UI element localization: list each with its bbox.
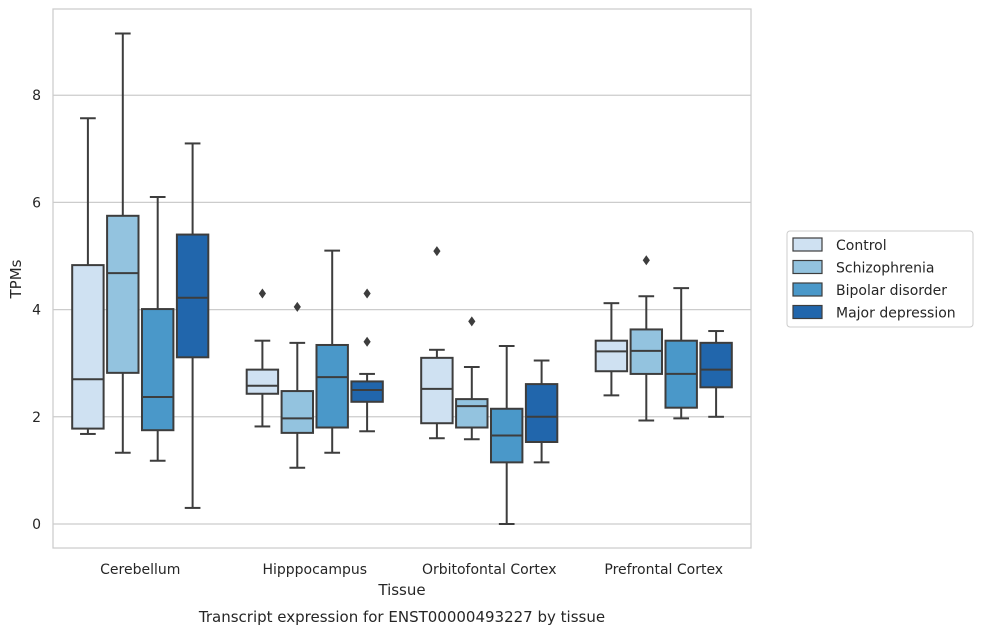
box-3-0 — [594, 302, 629, 397]
box-iqr — [140, 308, 175, 432]
outlier-point — [258, 288, 266, 299]
box-2-0 — [420, 246, 454, 440]
legend-label: Control — [836, 238, 887, 254]
box-iqr — [699, 341, 733, 389]
box-iqr — [350, 380, 384, 403]
box-1-0 — [245, 288, 280, 428]
y-tick-label: 4 — [32, 303, 41, 319]
box-3-3 — [699, 330, 733, 418]
box-0-3 — [175, 142, 210, 509]
legend: Control Schizophrenia Bipolar disorder Majo… — [786, 230, 974, 328]
x-tick-label: Cerebellum — [100, 562, 180, 578]
outlier-point — [433, 246, 441, 257]
legend-swatch — [792, 259, 823, 275]
outlier-point — [468, 316, 476, 327]
x-tick-label: Prefrontal Cortex — [604, 562, 723, 578]
box-3-1 — [629, 255, 664, 422]
box-2-3 — [524, 359, 559, 464]
x-tick-labels: Cerebellum Hipppocampus Orbitofontal Corte… — [100, 562, 723, 578]
y-tick-label: 6 — [32, 195, 41, 211]
box-iqr — [71, 264, 105, 430]
outlier-point — [642, 255, 650, 266]
legend-frame — [786, 230, 974, 328]
box-iqr — [524, 383, 559, 443]
legend-swatch — [792, 282, 823, 297]
box-iqr — [315, 343, 349, 429]
box-iqr — [594, 339, 629, 373]
box-iqr — [175, 233, 210, 359]
legend-swatch — [792, 237, 823, 252]
outlier-point — [363, 336, 371, 347]
y-tick-label: 0 — [32, 517, 41, 533]
x-tick-label: Hipppocampus — [262, 562, 367, 578]
box-iqr — [280, 390, 315, 434]
box-iqr — [420, 356, 454, 425]
box-groups — [71, 32, 733, 525]
box-3-2 — [664, 287, 698, 420]
box-1-1 — [280, 301, 315, 469]
box-iqr — [106, 214, 140, 374]
y-tick-labels: 0 2 4 6 8 — [32, 88, 41, 533]
box-0-0 — [71, 117, 105, 435]
box-2-2 — [489, 345, 524, 525]
box-1-2 — [315, 249, 349, 454]
chart-caption: Transcript expression for ENST0000049322… — [198, 608, 605, 626]
x-tick-label: Orbitofontal Cortex — [422, 562, 557, 578]
legend-items: Control Schizophrenia Bipolar disorder Majo… — [792, 237, 956, 322]
y-tick-label: 2 — [32, 410, 41, 426]
legend-label: Bipolar disorder — [836, 283, 947, 299]
box-0-2 — [140, 196, 175, 462]
legend-swatch — [792, 304, 823, 320]
outlier-point — [363, 288, 371, 299]
legend-label: Major depression — [836, 306, 956, 322]
box-iqr — [245, 368, 280, 395]
y-axis-label: TPMs — [7, 259, 25, 299]
plot-area-frame — [52, 8, 752, 549]
outlier-point — [293, 301, 301, 312]
box-0-1 — [106, 32, 140, 454]
box-1-3 — [350, 288, 384, 433]
legend-label: Schizophrenia — [836, 261, 934, 277]
box-2-1 — [455, 316, 489, 441]
y-tick-label: 8 — [32, 88, 41, 104]
box-iqr — [455, 398, 489, 429]
x-axis-label: Tissue — [377, 581, 425, 599]
